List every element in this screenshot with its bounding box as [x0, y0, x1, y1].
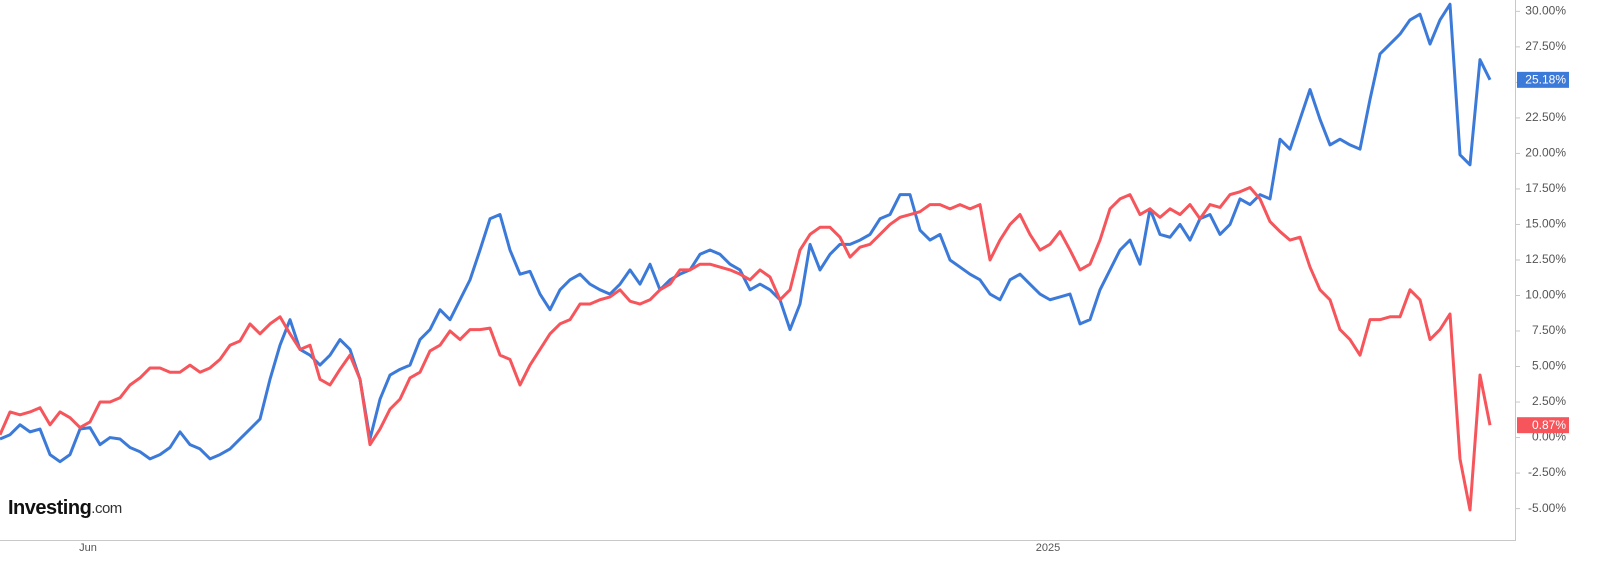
x-tick-label: 2025: [1036, 542, 1060, 554]
y-tick-label: 17.50%: [1525, 181, 1566, 195]
y-tick-label: -5.00%: [1528, 501, 1566, 515]
line-series: [0, 186, 1492, 512]
line-series: [0, 2, 1492, 464]
y-tick-label: 0.00%: [1532, 430, 1566, 444]
logo-brand: Investing: [8, 497, 91, 519]
y-tick-label: 27.50%: [1525, 39, 1566, 53]
end-label-bg: [1517, 417, 1569, 434]
y-tick-label: 22.50%: [1525, 110, 1566, 124]
y-tick-label: 20.00%: [1525, 146, 1566, 160]
logo: Investing.com: [8, 497, 122, 519]
end-label: 25.18%: [1525, 73, 1566, 87]
y-tick-label: 15.00%: [1525, 217, 1566, 231]
logo-suffix: .com: [91, 500, 122, 517]
end-label-bg: [1517, 71, 1569, 88]
y-tick-label: 5.00%: [1532, 359, 1566, 373]
x-tick-label: Jun: [79, 542, 97, 554]
y-tick-label: 10.00%: [1525, 288, 1566, 302]
y-tick-label: 2.50%: [1532, 394, 1566, 408]
y-tick-label: 30.00%: [1525, 4, 1566, 18]
y-tick-label: 12.50%: [1525, 252, 1566, 266]
y-tick-label: 7.50%: [1532, 323, 1566, 337]
y-tick-label: -2.50%: [1528, 465, 1566, 479]
end-label: 0.87%: [1532, 418, 1566, 432]
